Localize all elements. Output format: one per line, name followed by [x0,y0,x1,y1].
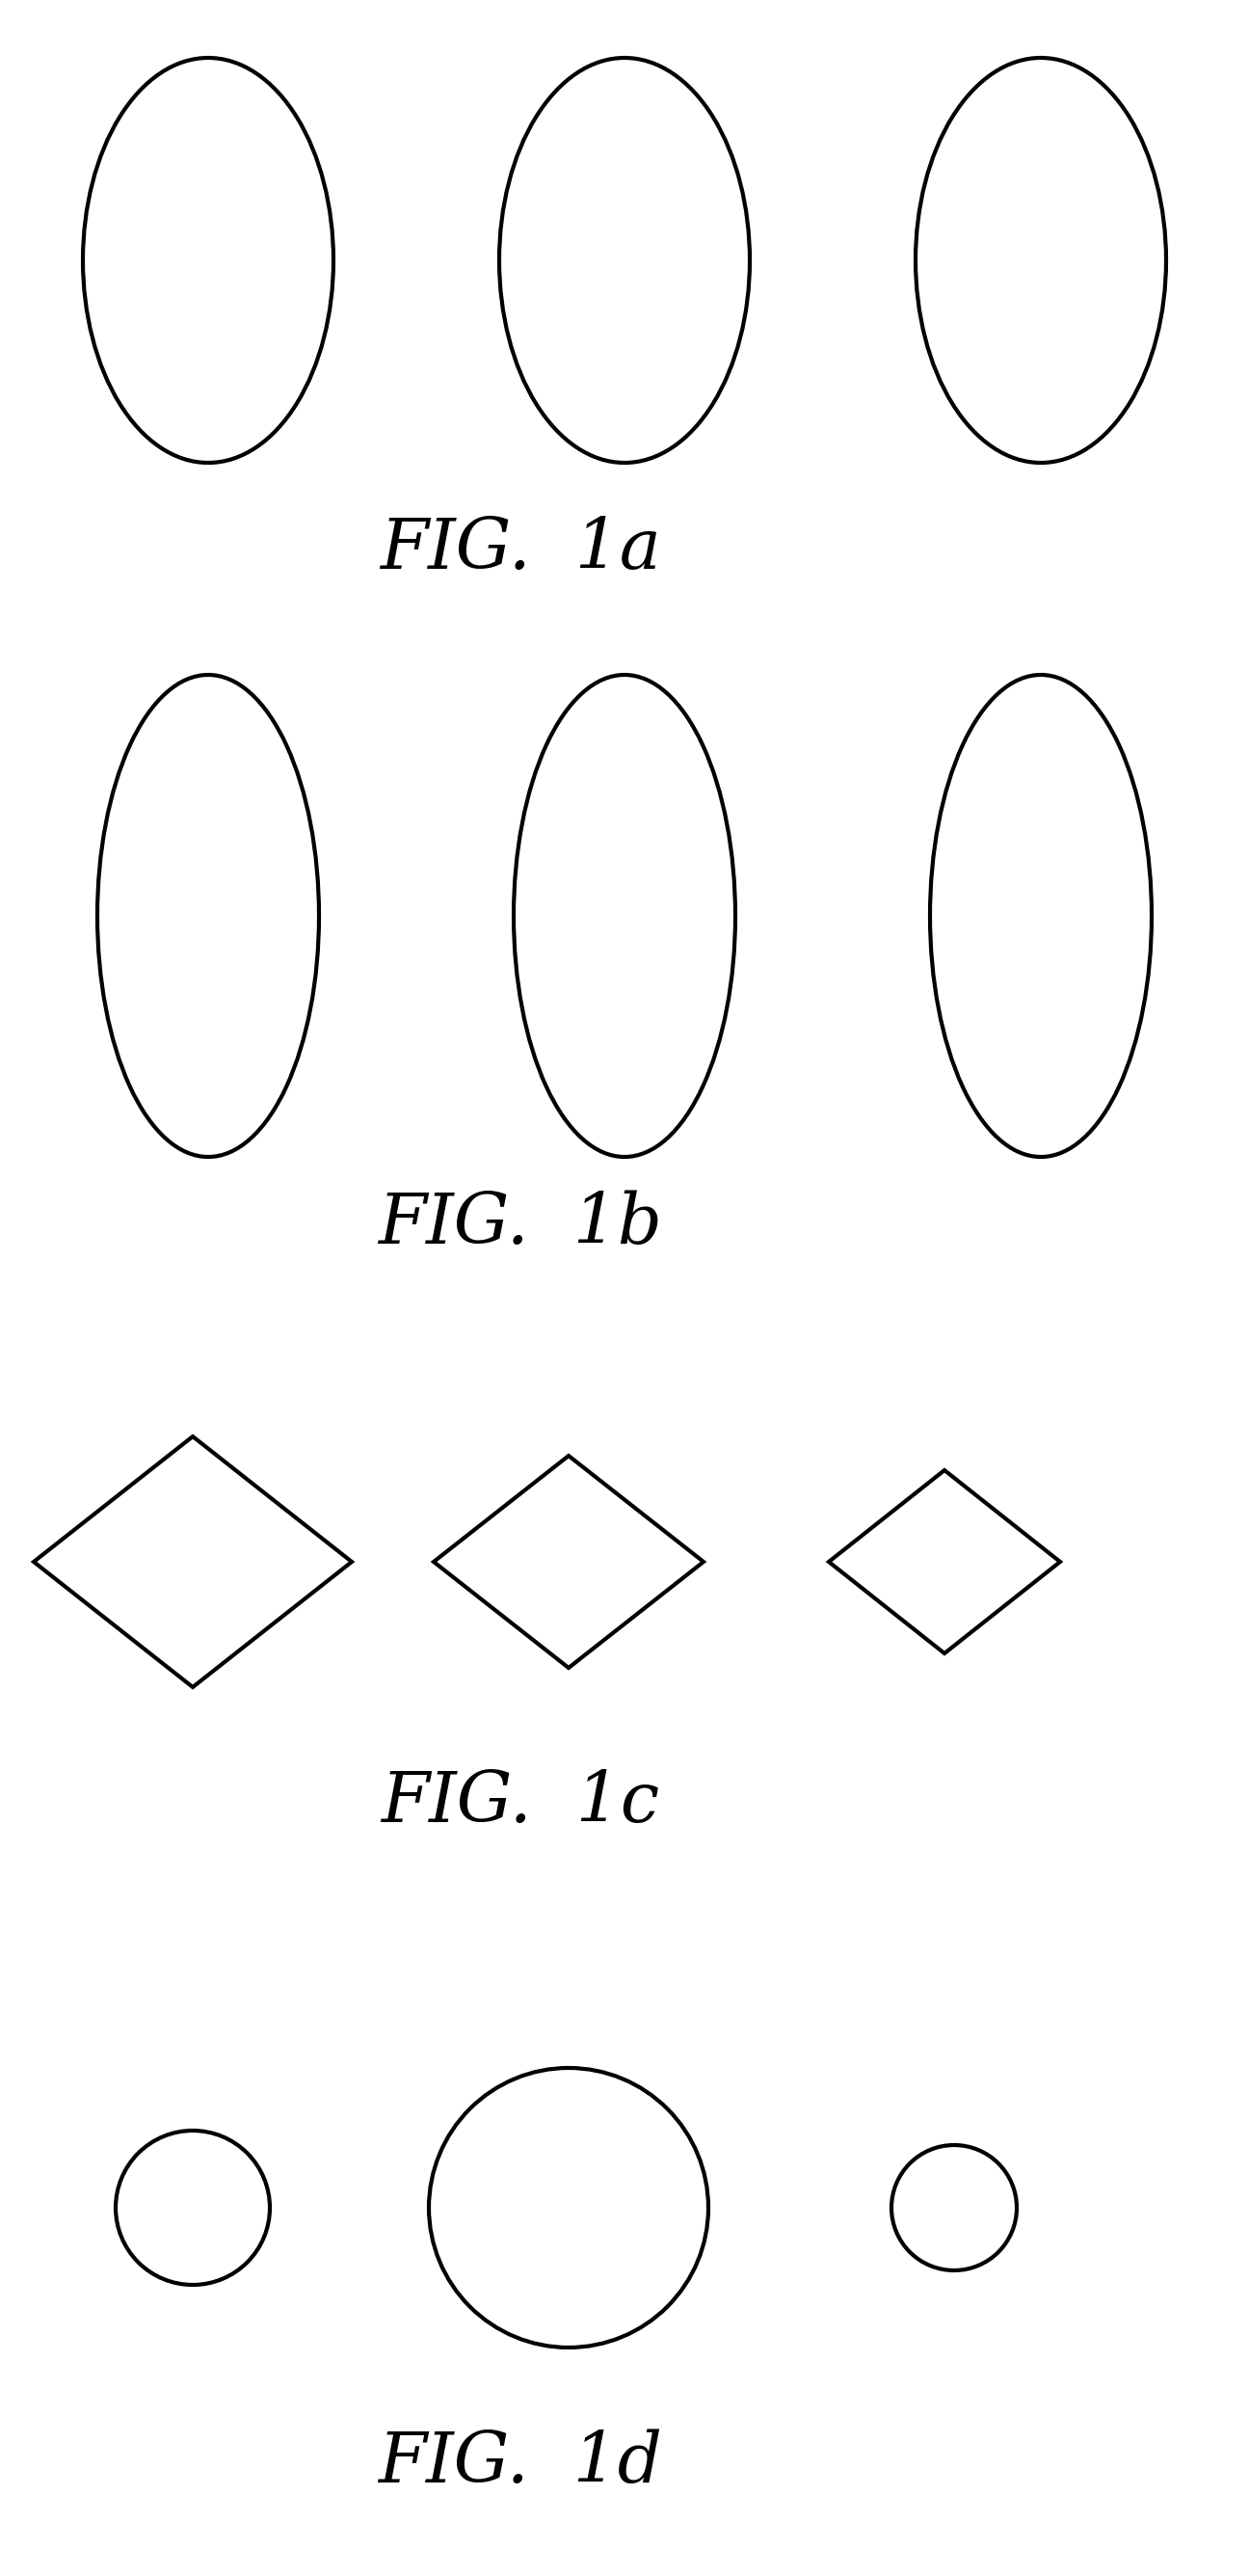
Text: FIG.  1c: FIG. 1c [381,1770,659,1837]
Text: FIG.  1d: FIG. 1d [378,2429,662,2496]
Text: FIG.  1a: FIG. 1a [380,515,661,585]
Text: FIG.  1b: FIG. 1b [378,1190,662,1257]
